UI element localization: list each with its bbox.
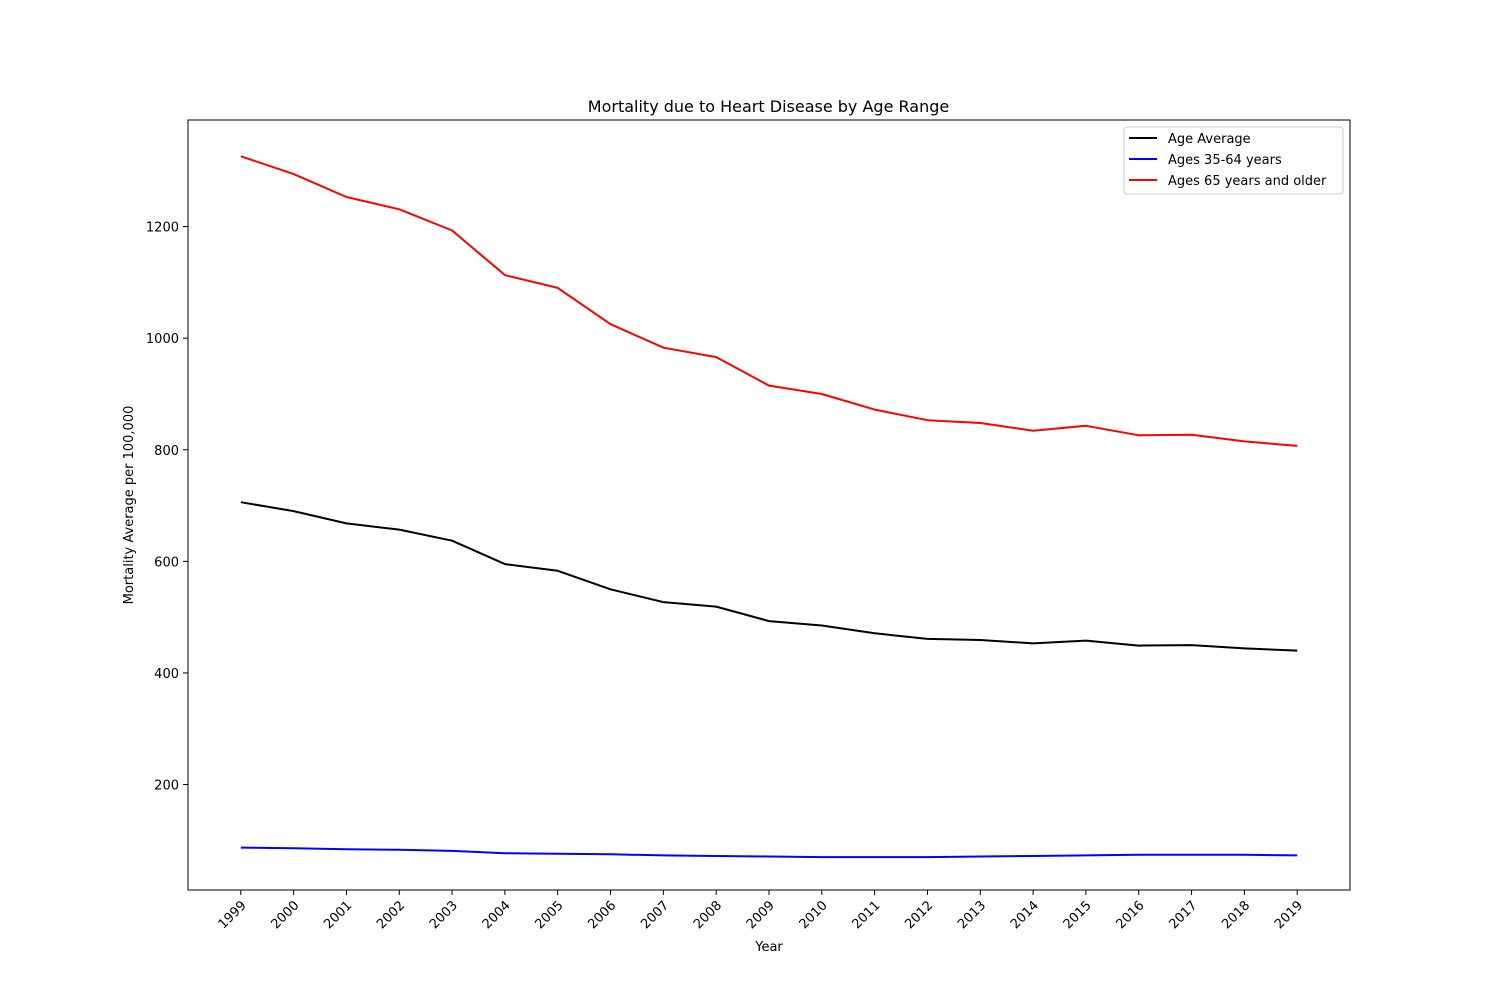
plot-area-frame — [187, 119, 1351, 891]
legend-label-1: Ages 35-64 years — [1168, 153, 1282, 168]
legend-label-0: Age Average — [1168, 132, 1251, 147]
x-tick-label: 2003 — [427, 898, 461, 932]
x-tick-label: 2011 — [849, 898, 883, 932]
x-tick-label: 2015 — [1061, 898, 1095, 932]
series-layer — [240, 155, 1298, 859]
y-tick-label: 1200 — [146, 221, 179, 236]
y-tick-label: 1000 — [146, 332, 179, 347]
y-axis: 200 400 600 800 1000 1200 — [146, 221, 188, 794]
x-tick-label: 2005 — [533, 898, 567, 932]
x-tick-label: 2007 — [638, 898, 672, 932]
series-line-0 — [240, 501, 1298, 652]
x-axis: 1999 2000 2001 2002 2003 2004 2005 2006 2007 2008… — [216, 890, 1306, 932]
legend: Age Average Ages 35-64 years Ages 65 years… — [1123, 126, 1344, 195]
series-line-2 — [240, 155, 1298, 447]
y-tick-label: 800 — [154, 444, 179, 459]
x-tick-label: 2006 — [585, 898, 619, 932]
x-tick-label: 2009 — [744, 898, 778, 932]
chart-title: Mortality due to Heart Disease by Age Ra… — [588, 97, 949, 116]
x-tick-label: 2017 — [1166, 898, 1200, 932]
x-tick-label: 2018 — [1219, 898, 1253, 932]
x-tick-label: 2013 — [955, 898, 989, 932]
y-tick-label: 200 — [154, 779, 179, 794]
x-tick-label: 2004 — [480, 898, 514, 932]
x-tick-label: 2002 — [374, 898, 408, 932]
x-tick-label: 2012 — [902, 898, 936, 932]
x-tick-label: 2008 — [691, 898, 725, 932]
legend-box — [1123, 126, 1344, 195]
x-tick-label: 1999 — [216, 898, 250, 932]
x-tick-label: 2016 — [1114, 898, 1148, 932]
x-tick-label: 2001 — [321, 898, 355, 932]
series-line-1 — [240, 846, 1298, 859]
x-tick-label: 2014 — [1008, 898, 1042, 932]
y-tick-label: 600 — [154, 555, 179, 570]
x-axis-label: Year — [754, 940, 783, 955]
legend-label-2: Ages 65 years and older — [1168, 174, 1327, 189]
x-tick-label: 2000 — [268, 898, 302, 932]
y-axis-label: Mortality Average per 100,000 — [122, 406, 137, 605]
x-tick-label: 2019 — [1272, 898, 1306, 932]
x-tick-label: 2010 — [797, 898, 831, 932]
y-tick-label: 400 — [154, 667, 179, 682]
